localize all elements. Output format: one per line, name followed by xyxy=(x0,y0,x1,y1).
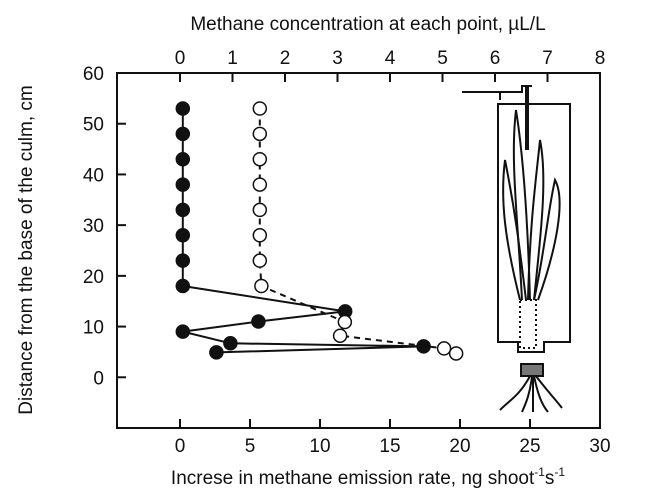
point xyxy=(176,153,189,166)
point xyxy=(224,337,237,350)
x-tick-label: 10 xyxy=(309,436,330,457)
point xyxy=(450,347,463,360)
y-tick-label: 10 xyxy=(83,318,104,339)
point xyxy=(176,229,189,242)
point xyxy=(176,203,189,216)
y-tick-label: 30 xyxy=(83,216,104,237)
point xyxy=(438,342,451,355)
point xyxy=(176,102,189,115)
label-part: Increse in methane emission rate, ng sho… xyxy=(171,468,535,489)
point xyxy=(253,178,266,191)
top-axis-label: Methane concentration at each point, µL/… xyxy=(190,14,545,35)
point xyxy=(252,315,265,328)
point xyxy=(253,254,266,267)
point xyxy=(255,280,268,293)
label-sup: -1 xyxy=(534,465,545,479)
label-sup: -1 xyxy=(554,465,565,479)
x-tick-label: 20 xyxy=(449,436,470,457)
point xyxy=(253,127,266,140)
label-part: s xyxy=(545,468,555,489)
x2-tick-label: 8 xyxy=(595,48,606,69)
plant-illustration xyxy=(462,86,570,412)
series-line xyxy=(183,109,424,353)
point xyxy=(334,329,347,342)
x2-tick-label: 2 xyxy=(280,48,291,69)
point xyxy=(210,346,223,359)
y-tick-label: 20 xyxy=(83,267,104,288)
x2-tick-label: 0 xyxy=(175,48,186,69)
y-tick-label: 60 xyxy=(83,64,104,85)
point xyxy=(176,178,189,191)
x-tick-label: 25 xyxy=(519,436,540,457)
point xyxy=(176,127,189,140)
x2-tick-label: 6 xyxy=(490,48,501,69)
x2-tick-label: 5 xyxy=(437,48,448,69)
x-tick-label: 0 xyxy=(175,436,186,457)
y-axis-label: Distance from the base of the culm, cm xyxy=(16,85,37,414)
y-tick-label: 40 xyxy=(83,165,104,186)
point xyxy=(253,229,266,242)
x-tick-label: 30 xyxy=(589,436,610,457)
point xyxy=(253,153,266,166)
point xyxy=(338,316,351,329)
point xyxy=(176,254,189,267)
x-tick-label: 15 xyxy=(379,436,400,457)
point xyxy=(176,280,189,293)
bottom-axis-label: Increse in methane emission rate, ng sho… xyxy=(171,465,565,489)
x-tick-label: 5 xyxy=(245,436,256,457)
x2-tick-label: 4 xyxy=(385,48,396,69)
y-tick-label: 50 xyxy=(83,115,104,136)
x2-tick-label: 7 xyxy=(542,48,553,69)
series-line xyxy=(260,109,456,354)
x2-tick-label: 1 xyxy=(227,48,238,69)
y-tick-label: 0 xyxy=(93,368,104,389)
point xyxy=(253,203,266,216)
chart: Methane concentration at each point, µL/… xyxy=(0,0,650,493)
point xyxy=(253,102,266,115)
point xyxy=(176,325,189,338)
x2-tick-label: 3 xyxy=(332,48,343,69)
